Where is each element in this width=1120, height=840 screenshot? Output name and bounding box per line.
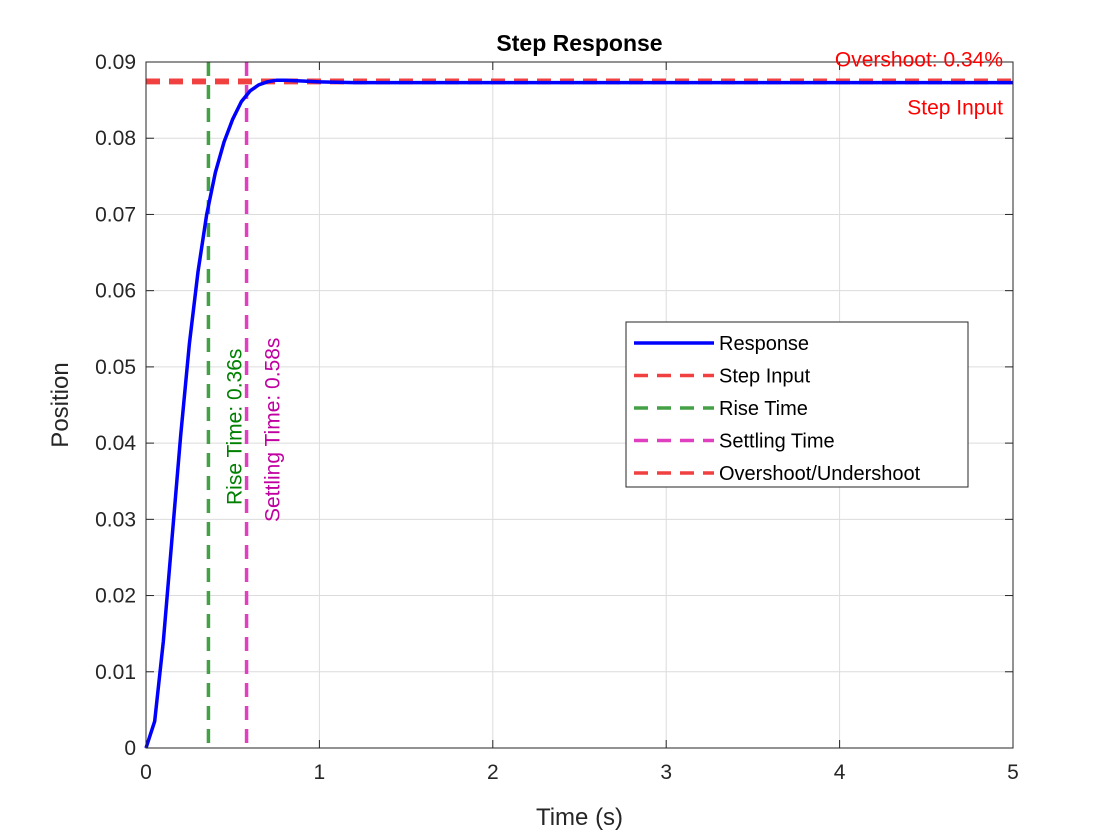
- y-tick-label: 0.02: [95, 585, 136, 608]
- x-tick-label: 2: [487, 761, 499, 784]
- plot-frame: [145, 61, 1014, 749]
- legend-label: Settling Time: [719, 431, 835, 453]
- series-group: [144, 78, 1013, 749]
- x-tick-label: 5: [1007, 761, 1019, 784]
- y-axis-label: Position: [47, 362, 74, 447]
- rise-time-annotation: Rise Time: 0.36s: [223, 349, 246, 505]
- legend-label: Overshoot/Undershoot: [719, 463, 921, 485]
- y-tick-label: 0.05: [95, 356, 136, 379]
- legend-label: Step Input: [719, 366, 811, 388]
- x-tick-label: 1: [314, 761, 326, 784]
- settling-time-annotation: Settling Time: 0.58s: [262, 338, 285, 522]
- y-tick-label: 0.04: [95, 432, 136, 455]
- legend-box: [625, 321, 969, 488]
- legend-label: Response: [719, 333, 809, 355]
- y-tick-label: 0: [124, 737, 136, 760]
- x-tick-label: 3: [660, 761, 672, 784]
- legend: Response Step Input Rise Time Settling Time…: [625, 321, 969, 488]
- y-tick-label: 0.03: [95, 508, 136, 531]
- axis-ticks: 0 1 2 3 4 5 0 0.01 0.02 0.03 0.04 0.05 0.06 0.07 0.08 0…: [95, 51, 1019, 784]
- x-axis-label: Time (s): [536, 804, 623, 831]
- chart-title: Step Response: [496, 30, 662, 56]
- y-tick-label: 0.06: [95, 280, 136, 303]
- legend-label: Rise Time: [719, 398, 808, 420]
- overshoot-annotation: Overshoot: 0.34%: [835, 48, 1003, 71]
- response-series-line: [144, 78, 1013, 749]
- step-input-annotation: Step Input: [907, 97, 1003, 120]
- y-tick-label: 0.09: [95, 51, 136, 74]
- y-tick-label: 0.08: [95, 127, 136, 150]
- y-tick-label: 0.07: [95, 203, 136, 226]
- x-tick-label: 0: [140, 761, 152, 784]
- y-tick-label: 0.01: [95, 661, 136, 684]
- x-tick-label: 4: [834, 761, 846, 784]
